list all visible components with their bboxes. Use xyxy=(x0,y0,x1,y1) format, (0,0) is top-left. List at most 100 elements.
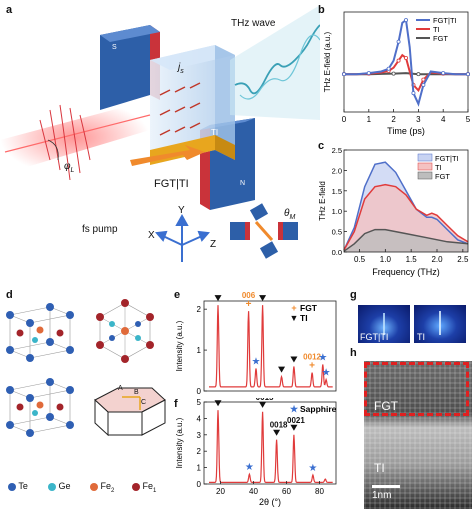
y-tick-label: 0.0 xyxy=(332,248,342,257)
data-point xyxy=(421,82,426,87)
x-axis-label: Time (ps) xyxy=(387,126,425,136)
legend-ge: Ge xyxy=(48,481,71,491)
data-point xyxy=(391,71,396,76)
x-tick-label: 2 xyxy=(391,115,396,124)
x-axis-label: 2θ (°) xyxy=(259,497,281,507)
hex-label-c: C xyxy=(141,399,147,406)
x-axis-label: Frequency (THz) xyxy=(372,267,440,277)
phi-arc xyxy=(47,139,59,161)
legend-label: Sapphire xyxy=(300,404,337,414)
atoms-side-1 xyxy=(6,303,74,362)
peak-label: 0018 xyxy=(270,421,288,430)
y-axis-label: THz E-field xyxy=(318,181,327,221)
panel-d: d xyxy=(0,285,170,512)
y-tick-label: 0 xyxy=(197,387,202,396)
panel-label-c: c xyxy=(318,140,325,152)
panel-label-h: h xyxy=(350,347,357,359)
y-tick-label: 1 xyxy=(197,464,202,473)
peak-label: 0021 xyxy=(287,416,305,425)
series-area xyxy=(344,229,468,252)
panel-b: b 0 1 2 3 4 5 Time (ps) THz E-field (a.u.) FGT|T… xyxy=(318,0,474,140)
x-tick-label: 5 xyxy=(466,115,471,124)
scale-bar-label: 1nm xyxy=(372,490,392,501)
data-point xyxy=(341,72,346,77)
y-tick-label: 5 xyxy=(197,398,202,407)
series-line xyxy=(343,228,469,252)
y-tick-label: 2 xyxy=(197,305,202,314)
data-point xyxy=(386,66,391,71)
phi-label: φL xyxy=(64,161,75,174)
data-point xyxy=(404,18,409,23)
plot-frame xyxy=(343,11,469,113)
y-tick-label: 3 xyxy=(197,431,202,440)
sapphire-peak-marker: ★ xyxy=(245,462,254,473)
ti-peak-marker xyxy=(273,429,281,436)
y-tick-label: 1 xyxy=(197,346,202,355)
data-point xyxy=(421,77,426,82)
rheed-image-right: TI xyxy=(414,305,466,343)
data-point xyxy=(396,39,401,44)
ti-peak-marker xyxy=(214,400,222,407)
legend-swatch xyxy=(417,171,433,180)
panel-h: h FGT TI 1nm xyxy=(350,347,474,512)
x-tick-label: 4 xyxy=(441,115,446,124)
data-point xyxy=(441,71,446,76)
panel-e: e 0 1 2 Intensity (a.u.) +006 ★ +0012 ★ ★ + FGT ▼ TI xyxy=(170,285,340,398)
ti-peak-marker xyxy=(290,424,298,431)
y-axis-label: THz E-field (a.u.) xyxy=(323,31,332,92)
magnet-rotation-glyph xyxy=(230,203,298,259)
legend-marker: + xyxy=(291,303,296,313)
x-tick-label: 80 xyxy=(315,487,324,496)
peak-label: 006 xyxy=(242,291,256,300)
sapphire-peak-marker: ★ xyxy=(318,352,327,363)
xrd-profile xyxy=(209,305,333,388)
legend-marker: ▼ xyxy=(290,313,299,323)
legend-label: FGT|TI xyxy=(433,16,457,25)
y-tick-label: 4 xyxy=(197,414,202,423)
fgt-ti-label: FGT|TI xyxy=(154,178,189,190)
series-line xyxy=(344,18,468,107)
data-point xyxy=(396,58,401,63)
ti-peak-marker xyxy=(259,295,267,302)
axis-x-label: X xyxy=(148,230,155,241)
sapphire-peak-marker: ★ xyxy=(308,463,317,474)
legend-label: TI xyxy=(300,313,308,323)
legend-label: FGT xyxy=(433,34,448,43)
x-tick-label: 60 xyxy=(282,487,291,496)
lattice-top-view-1 xyxy=(96,299,154,363)
x-tick-label: 40 xyxy=(249,487,258,496)
panel-a: a THz wave js TI FGT|TI φL fs pump X Y Z… xyxy=(0,0,321,282)
data-point xyxy=(411,91,416,96)
x-tick-label: 0 xyxy=(342,115,347,124)
data-point xyxy=(404,55,409,60)
brillouin-prism xyxy=(94,387,166,437)
plot-frame xyxy=(203,401,337,485)
thz-wave-label: THz wave xyxy=(231,18,276,29)
peak-label: 0012 xyxy=(303,353,321,362)
y-tick-label: 2.0 xyxy=(332,166,342,175)
peak-label: 006 xyxy=(213,398,227,400)
chart-b: 0 1 2 3 4 5 Time (ps) THz E-field (a.u.) FGT|TIT… xyxy=(323,11,471,136)
legend-marker: ★ xyxy=(290,404,299,414)
sapphire-peak-marker: ★ xyxy=(322,368,331,379)
magnet-s-label: S xyxy=(112,44,117,51)
panel-label-g: g xyxy=(350,289,357,301)
x-tick-label: 2.5 xyxy=(457,255,469,264)
x-tick-label: 2.0 xyxy=(431,255,443,264)
ti-peak-marker xyxy=(214,295,222,302)
y-tick-label: 1.0 xyxy=(332,207,342,216)
magnet-n-label: N xyxy=(240,180,246,187)
lattice-side-view-2 xyxy=(8,381,72,434)
sample-slab xyxy=(150,45,235,165)
y-axis-label: Intensity (a.u.) xyxy=(175,417,184,468)
fgt-region-box xyxy=(364,362,469,416)
data-point xyxy=(366,71,371,76)
panel-f: f 0 1 2 3 4 5 20 40 60 80 2θ (°) Intensity (a.u.) 00… xyxy=(170,391,340,512)
fgt-peak-marker: + xyxy=(309,361,315,372)
data-point xyxy=(465,72,470,77)
stem-fgt-label: FGT xyxy=(374,399,398,413)
panel-g: g FGT|TI TI xyxy=(350,285,474,345)
axis-z-label: Z xyxy=(210,239,217,250)
stem-ti-label: TI xyxy=(374,461,385,475)
